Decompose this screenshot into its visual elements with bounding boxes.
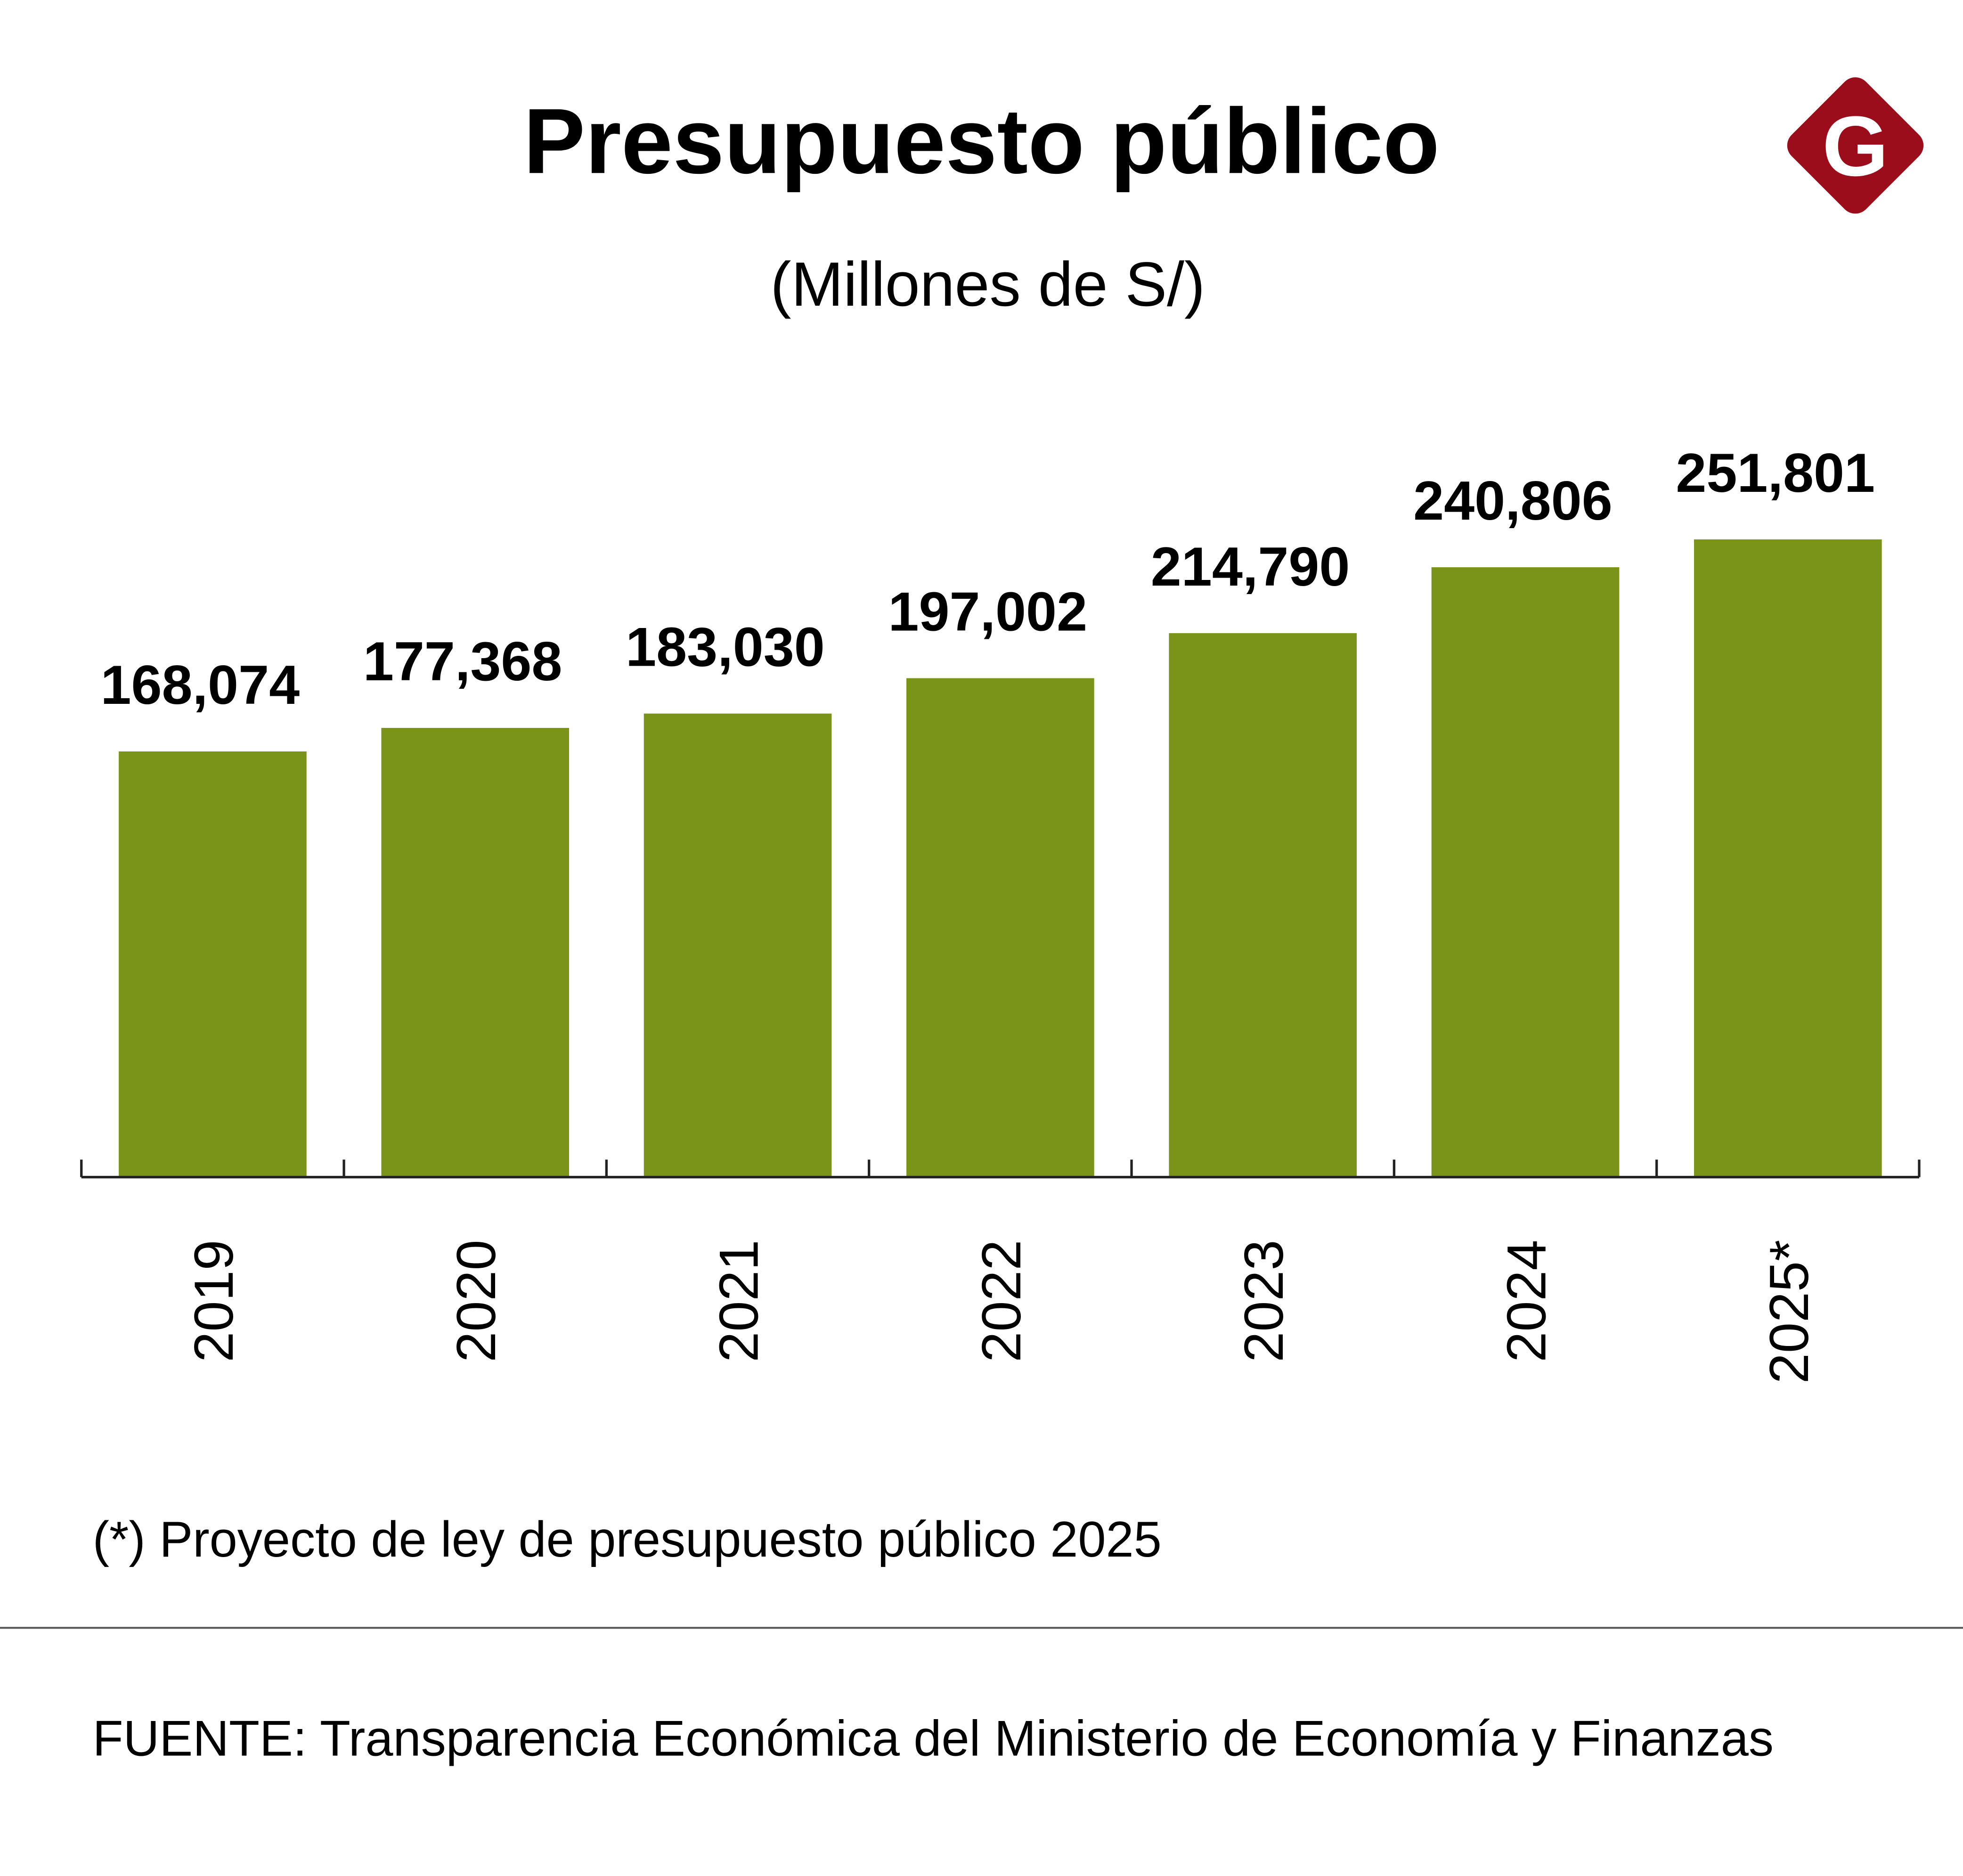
value-label: 240,806 bbox=[1413, 470, 1613, 531]
bar-2020 bbox=[381, 728, 570, 1177]
bar-2021 bbox=[643, 713, 832, 1177]
value-label: 168,074 bbox=[100, 654, 300, 716]
bar-2024 bbox=[1431, 567, 1620, 1177]
x-tick-label: 2022 bbox=[970, 1240, 1032, 1362]
x-tick-label: 2020 bbox=[445, 1240, 507, 1362]
source: FUENTE: Transparencia Económica del Mini… bbox=[93, 1710, 1774, 1766]
x-axis bbox=[80, 1159, 1921, 1179]
chart-subtitle: (Millones de S/) bbox=[770, 250, 1205, 319]
value-label: 177,368 bbox=[363, 630, 562, 692]
bar-2019 bbox=[119, 751, 307, 1177]
x-tick-label: 2023 bbox=[1233, 1240, 1295, 1362]
value-label: 214,790 bbox=[1151, 536, 1350, 597]
bars: 168,074 177,368 183,030 197,002 214,790 240,8… bbox=[100, 442, 1882, 1177]
logo: G bbox=[1787, 77, 1924, 214]
x-tick-label: 2021 bbox=[708, 1240, 770, 1362]
bar-2022 bbox=[906, 678, 1094, 1177]
footnote: (*) Proyecto de ley de presupuesto públi… bbox=[93, 1511, 1162, 1567]
value-label: 251,801 bbox=[1676, 442, 1875, 504]
x-tick-label: 2024 bbox=[1496, 1240, 1557, 1362]
bar-2023 bbox=[1169, 633, 1357, 1177]
value-label: 197,002 bbox=[888, 581, 1087, 643]
x-tick-label: 2019 bbox=[183, 1240, 244, 1362]
value-label: 183,030 bbox=[626, 616, 825, 678]
x-tick-labels: 2019 2020 2021 2022 2023 2024 2025* bbox=[183, 1240, 1820, 1384]
x-tick-label: 2025* bbox=[1758, 1240, 1820, 1384]
logo-letter: G bbox=[1822, 99, 1889, 194]
chart-title: Presupuesto público bbox=[523, 89, 1440, 193]
bar-2025* bbox=[1694, 539, 1882, 1177]
